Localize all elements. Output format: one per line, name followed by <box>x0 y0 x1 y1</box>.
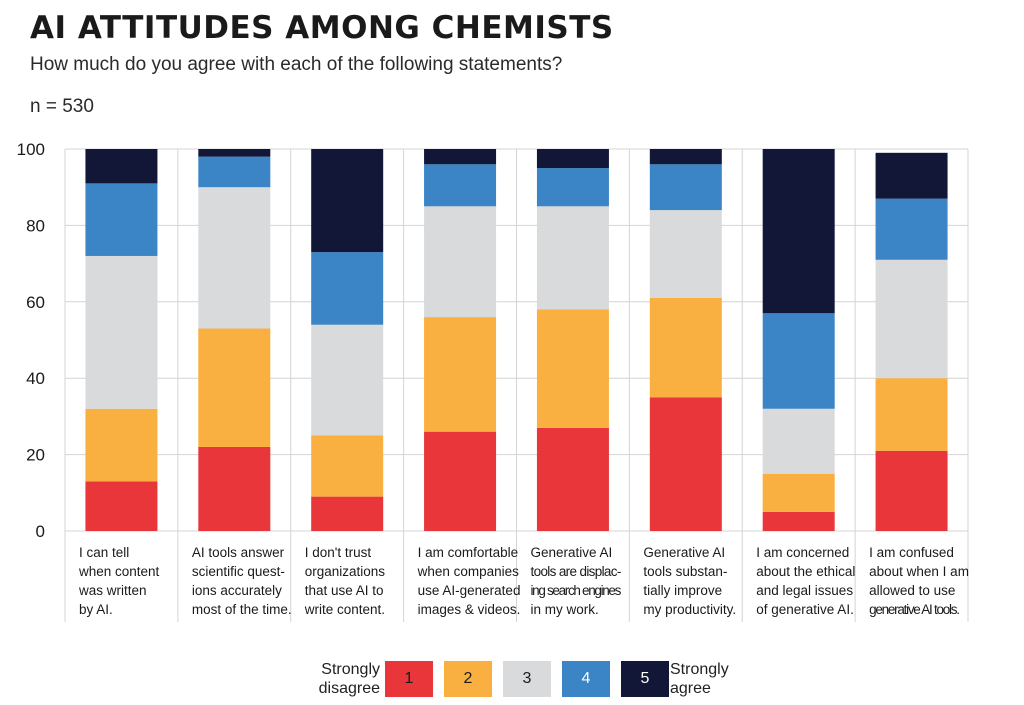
legend-swatch-4: 4 <box>562 661 610 697</box>
bar-segment-1 <box>875 450 948 531</box>
category-label: I am confused <box>869 545 954 560</box>
category-label: I am concerned <box>756 545 849 560</box>
category-label: I don't trust <box>305 545 372 560</box>
bar-segment-5 <box>424 149 497 165</box>
bar-segment-2 <box>875 378 948 451</box>
bar-segment-5 <box>536 149 609 169</box>
category-label: that use AI to <box>305 583 384 598</box>
category-label: in my work. <box>531 602 599 617</box>
category-label: Generative AI <box>531 545 613 560</box>
bar-segment-1 <box>85 481 158 531</box>
legend-swatch-2: 2 <box>444 661 492 697</box>
category-label: about the ethical <box>756 564 855 579</box>
bar-segment-1 <box>198 446 271 531</box>
category-label: scientific quest- <box>192 564 285 579</box>
bar-segment-2 <box>649 297 722 398</box>
legend-swatch-5: 5 <box>621 661 669 697</box>
bar-segment-3 <box>649 210 722 298</box>
category-label: write content. <box>304 602 385 617</box>
category-label: was written <box>78 583 147 598</box>
y-tick-label: 80 <box>26 216 45 235</box>
bar-segment-4 <box>85 183 158 256</box>
bar-segment-4 <box>424 164 497 207</box>
legend-swatch-3: 3 <box>503 661 551 697</box>
category-label: ions accurately <box>192 583 282 598</box>
bar-segment-5 <box>311 149 384 253</box>
bar-segment-1 <box>762 511 835 531</box>
category-label: use AI-generated <box>418 583 521 598</box>
bar-segment-2 <box>762 473 835 512</box>
chart-title: AI ATTITUDES AMONG CHEMISTS <box>30 10 614 46</box>
bar-segment-5 <box>875 152 948 199</box>
bar-segment-3 <box>875 259 948 379</box>
legend-swatch-1: 1 <box>385 661 433 697</box>
chart-subtitle: How much do you agree with each of the f… <box>30 54 563 75</box>
bar-segment-1 <box>536 427 609 531</box>
category-label: tools are displac- <box>531 564 622 579</box>
category-label: images & videos. <box>418 602 521 617</box>
y-tick-label: 100 <box>17 140 45 159</box>
category-label: by AI. <box>79 602 113 617</box>
category-label: and legal issues <box>756 583 853 598</box>
category-label: I am comfortable <box>418 545 519 560</box>
category-label: about when I am <box>869 564 969 579</box>
category-label: tially improve <box>643 583 722 598</box>
legend-strongly-agree-label: Strongly agree <box>670 661 729 697</box>
bar-segment-5 <box>762 149 835 314</box>
y-tick-label: 60 <box>26 293 45 312</box>
sample-size: n = 530 <box>30 96 94 117</box>
bar-segment-2 <box>424 317 497 432</box>
category-label: AI tools answer <box>192 545 285 560</box>
category-label: of generative AI. <box>756 602 854 617</box>
bar-segment-4 <box>198 156 271 188</box>
category-label: tools substan- <box>643 564 727 579</box>
bar-segment-3 <box>311 324 384 436</box>
bar-segment-5 <box>198 149 271 157</box>
bar-segment-1 <box>649 397 722 531</box>
y-tick-label: 20 <box>26 446 45 465</box>
category-label: when content <box>78 564 160 579</box>
bar-segment-1 <box>311 496 384 531</box>
bar-segment-5 <box>85 149 158 184</box>
bar-segment-5 <box>649 149 722 165</box>
bar-segment-4 <box>875 198 948 260</box>
category-label: Generative AI <box>643 545 725 560</box>
bar-segment-1 <box>424 431 497 531</box>
bar-segment-3 <box>762 408 835 474</box>
bar-segment-2 <box>85 408 158 482</box>
bar-segment-4 <box>311 252 384 325</box>
category-label: generative AI tools. <box>869 602 960 617</box>
bar-segment-3 <box>536 206 609 310</box>
category-label: most of the time. <box>192 602 292 617</box>
bar-segment-3 <box>85 255 158 409</box>
category-label: I can tell <box>79 545 129 560</box>
bar-segment-4 <box>762 313 835 409</box>
bar-segment-3 <box>424 206 497 318</box>
category-label: ing search engines <box>531 583 622 598</box>
category-label: my productivity. <box>643 602 736 617</box>
category-label: when companies <box>417 564 520 579</box>
y-tick-label: 0 <box>36 522 45 541</box>
bar-segment-2 <box>198 328 271 447</box>
bar-segment-2 <box>536 309 609 428</box>
bar-segment-4 <box>649 164 722 211</box>
y-tick-label: 40 <box>26 369 45 388</box>
legend-strongly-disagree-label: Strongly disagree <box>318 661 380 697</box>
bar-segment-4 <box>536 168 609 207</box>
bar-segment-2 <box>311 435 384 497</box>
category-label: allowed to use <box>869 583 955 598</box>
category-label: organizations <box>305 564 386 579</box>
bar-segment-3 <box>198 187 271 329</box>
